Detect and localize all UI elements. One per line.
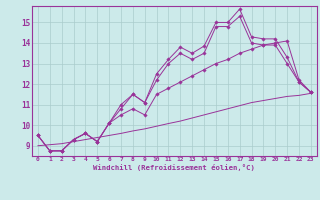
X-axis label: Windchill (Refroidissement éolien,°C): Windchill (Refroidissement éolien,°C): [93, 164, 255, 171]
